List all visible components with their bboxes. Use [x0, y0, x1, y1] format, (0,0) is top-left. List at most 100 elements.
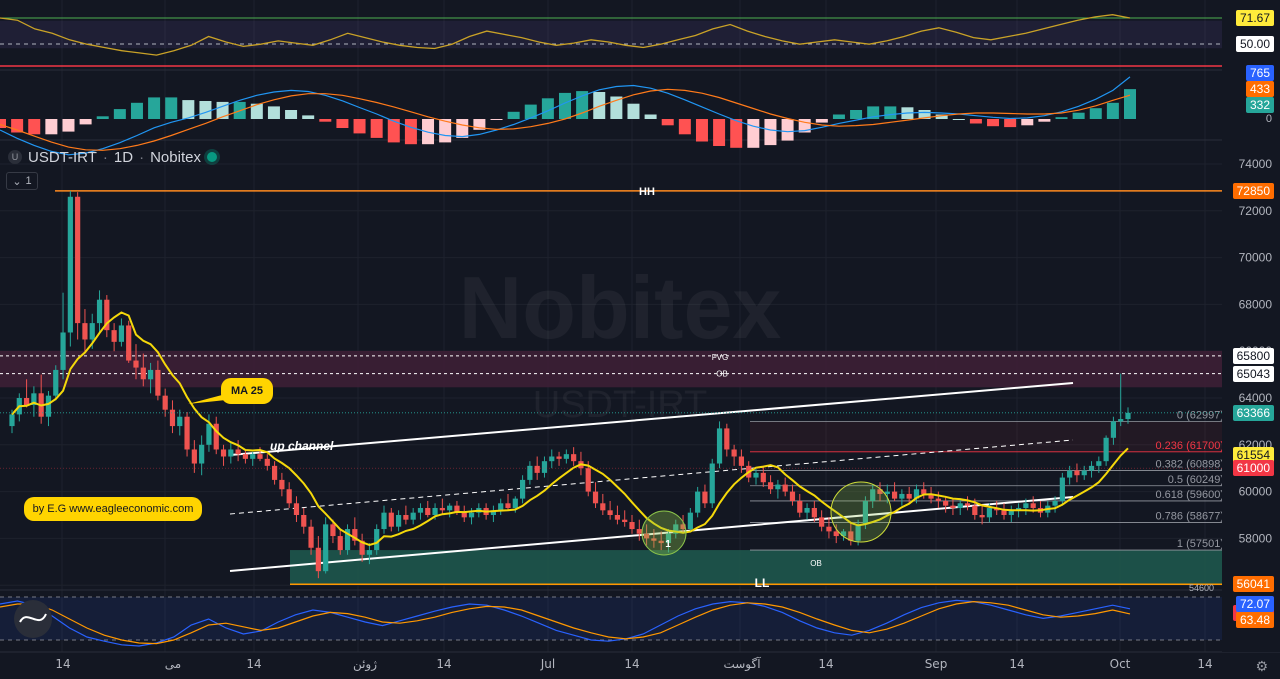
- candle-body: [104, 299, 110, 331]
- credit-text: by E.G www.eagleeconomic.com: [32, 503, 194, 515]
- macd-histogram-bar: [850, 110, 863, 119]
- price-label: 63366: [1232, 404, 1274, 421]
- time-tick-label: 14: [818, 657, 833, 671]
- candle-body: [286, 489, 292, 504]
- macd-histogram-bar: [130, 102, 143, 119]
- candle-body: [541, 461, 548, 473]
- candle-body: [855, 524, 861, 541]
- macd-histogram-bar: [764, 119, 777, 146]
- fvg-label: FVG: [712, 353, 728, 362]
- candle-body: [840, 531, 847, 537]
- candle-body: [67, 196, 73, 333]
- price-label: 65800: [1232, 347, 1274, 364]
- candle-body: [680, 524, 686, 530]
- candle-body: [366, 550, 373, 555]
- macd-histogram-bar: [473, 119, 486, 130]
- candle-body: [344, 529, 351, 551]
- price-label: 61000: [1232, 460, 1274, 477]
- demand-zone: [290, 550, 1222, 585]
- candle-body: [439, 507, 445, 511]
- rsi-panel: [0, 14, 1222, 67]
- rsi-line: [0, 14, 1131, 56]
- time-tick-label: 14: [624, 657, 639, 671]
- candle-body: [155, 369, 161, 396]
- ma-callout: MA 25: [221, 378, 273, 404]
- candle-body: [1059, 477, 1065, 501]
- macd-histogram-bar: [713, 119, 726, 146]
- price-panel[interactable]: Nobitex USDT-IRT FVG OB LL OB HH 0 (62997) 0.2…: [0, 186, 1224, 590]
- candle-body: [848, 531, 854, 541]
- price-tick-label: 68000: [1239, 297, 1273, 311]
- price-tick-label: 64000: [1239, 391, 1273, 405]
- candle-body: [264, 458, 270, 466]
- candle-body: [301, 515, 307, 527]
- price-label: 72850: [1232, 182, 1274, 199]
- macd-histogram-bar: [165, 97, 178, 119]
- candle-body: [337, 536, 343, 551]
- fib-level-label: 0.236 (61700): [1156, 440, 1225, 452]
- candle-body: [519, 479, 526, 499]
- candle-body: [549, 456, 555, 462]
- fib-level-label: 0.5 (60249): [1168, 474, 1224, 486]
- candle-body: [235, 449, 241, 455]
- candle-body: [571, 454, 577, 462]
- candle-body: [220, 449, 227, 457]
- gear-icon[interactable]: ⚙: [1255, 658, 1268, 674]
- candle-body: [1103, 437, 1109, 462]
- macd-value-label: 332: [1245, 97, 1274, 113]
- candle-body: [512, 498, 518, 508]
- candle-body: [833, 531, 839, 537]
- ma-callout-pointer: [188, 395, 226, 404]
- candle-body: [1081, 470, 1087, 476]
- macd-value-label: 765: [1245, 65, 1274, 81]
- candle-body: [111, 330, 117, 342]
- live-status-icon: [206, 152, 217, 162]
- macd-histogram-bar: [884, 106, 897, 119]
- macd-histogram-bar: [730, 119, 743, 148]
- macd-histogram-bar: [644, 114, 657, 119]
- candle-body: [687, 512, 693, 530]
- macd-histogram-bar: [541, 98, 554, 119]
- candle-body: [1023, 503, 1029, 508]
- macd-histogram-bar: [747, 119, 760, 148]
- candle-body: [921, 489, 927, 494]
- time-tick-label: 14: [55, 657, 70, 671]
- candle-body: [1088, 465, 1095, 471]
- candle-body: [140, 367, 146, 380]
- candle-body: [1008, 510, 1014, 515]
- candle-body: [709, 463, 715, 504]
- rsi-value-label: 71.67: [1235, 10, 1274, 26]
- symbol-name[interactable]: USDT-IRT: [28, 148, 97, 166]
- candle-body: [906, 493, 912, 499]
- candle-body: [432, 507, 438, 515]
- candle-body: [89, 323, 95, 340]
- candle-body: [629, 522, 635, 530]
- macd-histogram-bar: [1089, 108, 1102, 119]
- macd-histogram-bar: [559, 92, 571, 119]
- watermark-main: Nobitex: [459, 258, 782, 357]
- candle-body: [1015, 507, 1022, 511]
- symbol-exchange[interactable]: Nobitex: [150, 148, 201, 166]
- candle-body: [585, 468, 591, 492]
- symbol-icon: U: [8, 150, 22, 164]
- ob-label-top: OB: [716, 370, 728, 379]
- macd-histogram-bar: [1072, 112, 1085, 119]
- candle-body: [651, 538, 657, 541]
- candle-body: [250, 454, 256, 459]
- stoch-band: [0, 597, 1222, 640]
- macd-histogram-bar: [79, 119, 92, 125]
- macd-histogram-bar: [815, 119, 828, 123]
- candle-body: [53, 369, 59, 396]
- candle-body: [695, 491, 701, 513]
- time-tick-label: 14: [246, 657, 261, 671]
- candle-body: [213, 423, 219, 450]
- price-label: 61554: [1232, 447, 1274, 464]
- symbol-bar[interactable]: U USDT-IRT · 1D · Nobitex: [8, 148, 217, 166]
- candle-body: [957, 503, 963, 508]
- macd-histogram-bar: [987, 119, 1000, 127]
- candle-body: [388, 512, 394, 527]
- indicator-collapse-button[interactable]: ⌄ 1: [6, 172, 38, 190]
- macd-histogram-bar: [62, 119, 75, 132]
- symbol-interval[interactable]: 1D: [113, 148, 134, 166]
